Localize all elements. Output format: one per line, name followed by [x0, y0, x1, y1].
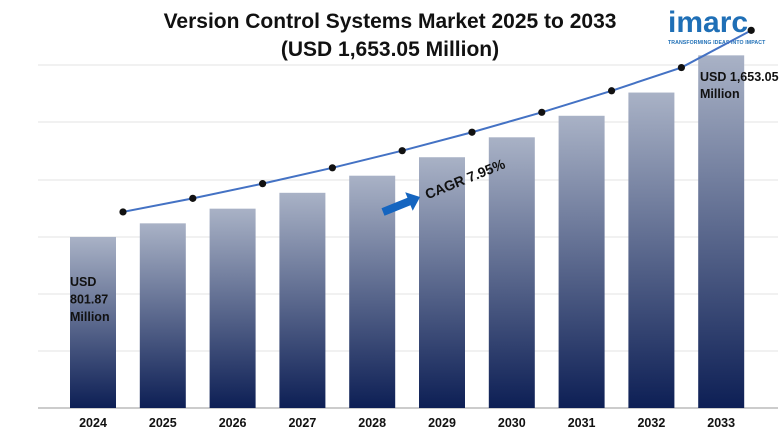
- bar-2030: [488, 137, 535, 408]
- trend-point-2024: [119, 208, 127, 216]
- start-value-label: USD: [70, 275, 96, 289]
- start-value-label: Million: [70, 310, 110, 324]
- bar-2026: [209, 208, 256, 408]
- x-tick-label-2031: 2031: [568, 416, 596, 430]
- title-line-2: (USD 1,653.05 Million): [280, 38, 500, 61]
- bar-2029: [419, 157, 465, 408]
- trend-line: [119, 26, 755, 216]
- trend-point-2025: [189, 194, 197, 202]
- start-value-label: 801.87: [70, 293, 108, 307]
- bar-2031: [558, 115, 605, 408]
- bar-2024: [70, 236, 116, 408]
- end-value-label: USD 1,653.05: [700, 70, 779, 84]
- trend-point-2030: [538, 108, 546, 116]
- x-tick-label-2025: 2025: [149, 416, 177, 430]
- end-value-label: Million: [700, 87, 740, 101]
- imarc-logo: imarc TRANSFORMING IDEAS INTO IMPACT: [668, 8, 776, 52]
- bar-2025: [139, 223, 186, 408]
- trend-point-2031: [608, 87, 616, 95]
- bars: [70, 55, 745, 408]
- x-tick-label-2032: 2032: [637, 416, 665, 430]
- x-tick-label-2028: 2028: [358, 416, 386, 430]
- trend-point-2027: [328, 164, 336, 172]
- trend-point-2026: [259, 180, 267, 188]
- bar-2033: [698, 55, 745, 408]
- trend-point-2029: [468, 128, 476, 136]
- logo-wordmark: imarc: [668, 6, 749, 39]
- trend-polyline: [122, 29, 752, 213]
- chart-title: Version Control Systems Market 2025 to 2…: [0, 8, 780, 64]
- x-tick-label-2029: 2029: [428, 416, 456, 430]
- trend-point-2032: [677, 63, 686, 72]
- bar-2027: [279, 192, 326, 408]
- cagr-arrow-icon: [381, 192, 421, 216]
- x-tick-label-2030: 2030: [498, 416, 526, 430]
- bar-2032: [628, 92, 675, 408]
- x-axis-labels: 2024 2025 2026 2027 2028 2029 2030 2031 2032 2033: [79, 416, 735, 430]
- x-tick-label-2027: 2027: [288, 416, 316, 430]
- title-line-1: Version Control Systems Market 2025 to 2…: [163, 10, 617, 33]
- x-tick-label-2033: 2033: [707, 416, 735, 430]
- x-tick-label-2026: 2026: [219, 416, 247, 430]
- logo-tagline: TRANSFORMING IDEAS INTO IMPACT: [668, 40, 766, 46]
- trend-point-2033: [747, 26, 755, 34]
- trend-point-2028: [398, 147, 406, 155]
- x-tick-label-2024: 2024: [79, 416, 107, 430]
